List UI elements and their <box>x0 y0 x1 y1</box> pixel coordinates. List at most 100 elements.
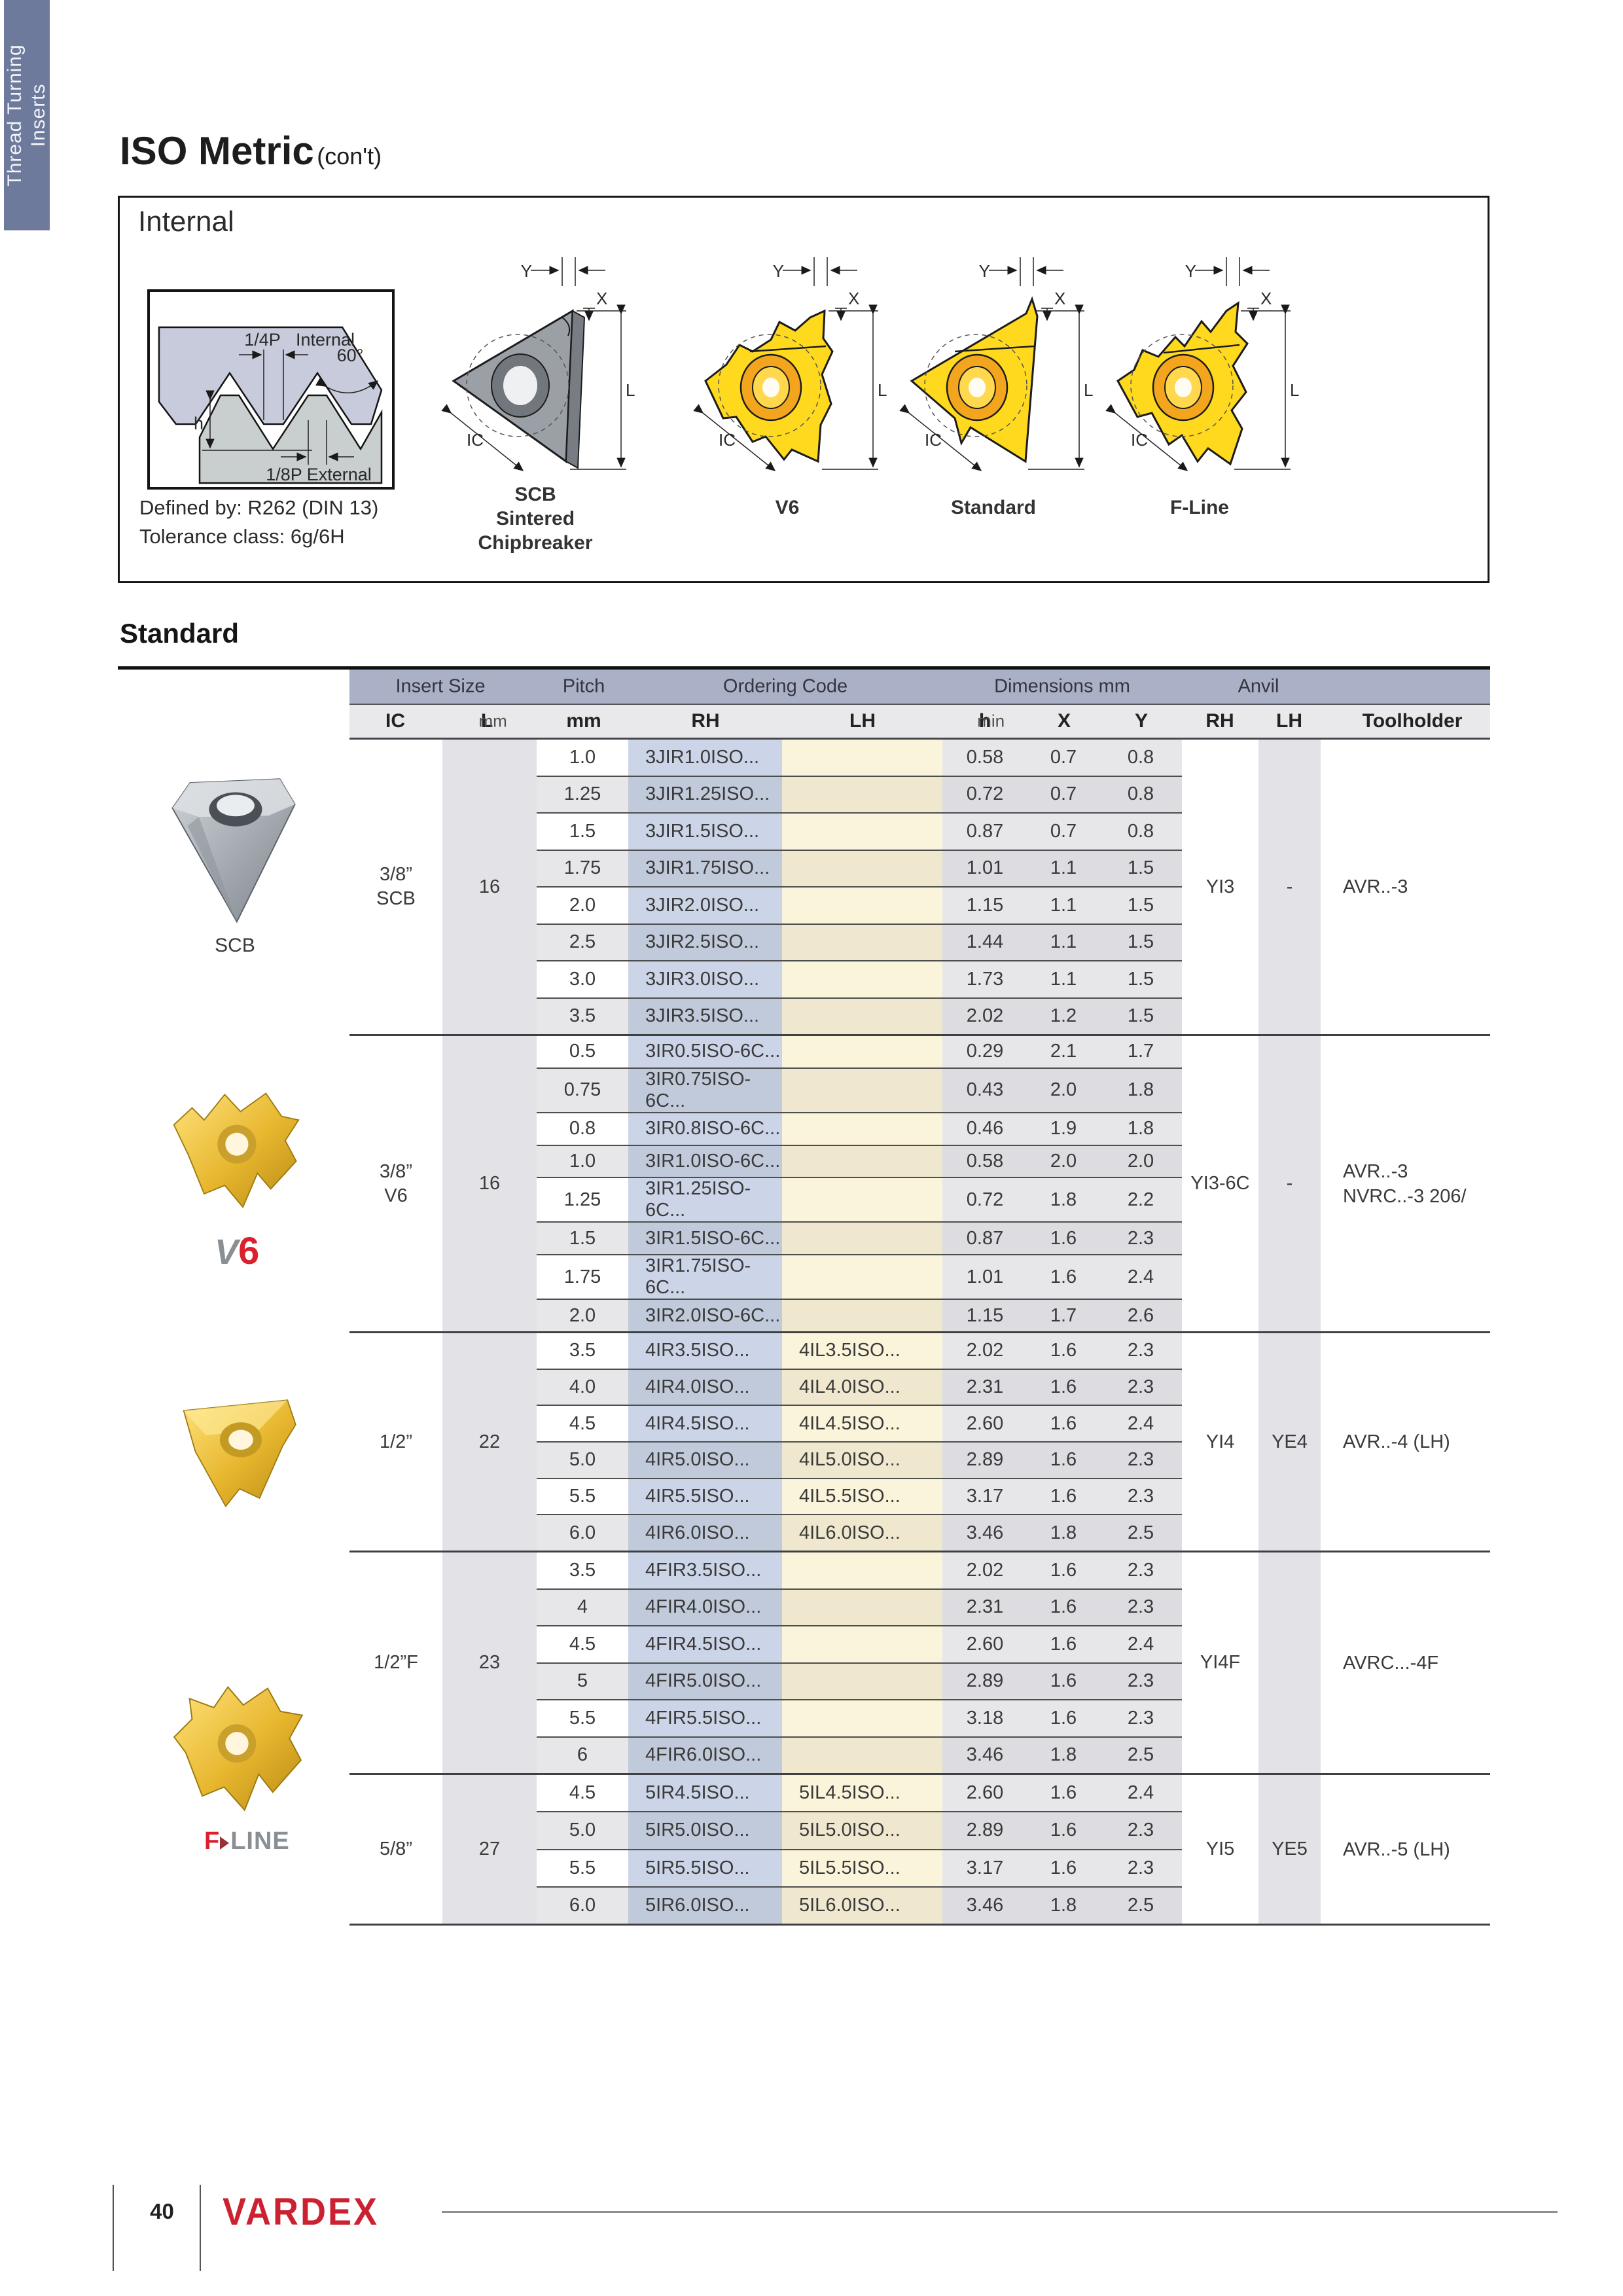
h-min-cell: 2.31 <box>942 1369 1027 1405</box>
h-min-cell: 0.43 <box>942 1068 1027 1112</box>
pitch-cell: 6.0 <box>537 1887 628 1924</box>
ordering-code-rh-cell: 3IR0.75ISO-6C... <box>628 1068 782 1112</box>
y-cell: 2.4 <box>1099 1775 1182 1812</box>
insert-size-line: SCB <box>376 888 416 909</box>
insert-size-cell: 3/8” SCB <box>349 740 442 1034</box>
thread-profile-diagram: 1/4P Internal 60° h 1/8P External <box>147 289 395 490</box>
insert-size-cell: 1/2”F <box>349 1552 442 1773</box>
header-dimensions: Dimensions mm <box>994 675 1130 697</box>
footer-divider-right <box>200 2185 201 2271</box>
group-separator <box>349 1773 1490 1775</box>
scb-insert-photo <box>162 747 308 933</box>
y-cell: 2.0 <box>1099 1145 1182 1177</box>
table-row: 5 4FIR5.0ISO... 2.89 1.6 2.3 <box>537 1662 1182 1699</box>
table-row: 5.0 5IR5.0ISO... 5IL5.0ISO... 2.89 1.6 2.3 <box>537 1811 1182 1849</box>
table-row: 4.0 4IR4.0ISO... 4IL4.0ISO... 2.31 1.6 2.3 <box>537 1368 1182 1405</box>
y-cell: 2.5 <box>1099 1887 1182 1924</box>
pitch-cell: 6.0 <box>537 1515 628 1551</box>
ordering-code-rh-cell: 3IR1.75ISO-6C... <box>628 1255 782 1299</box>
svg-text:Y: Y <box>979 261 990 281</box>
svg-text:IC: IC <box>719 430 736 450</box>
v6-insert-diagram: Y X L IC <box>686 253 889 479</box>
y-cell: 2.3 <box>1099 1479 1182 1515</box>
ordering-code-rh-cell: 3IR0.5ISO-6C... <box>628 1036 782 1067</box>
pitch-cell: 1.75 <box>537 850 628 886</box>
col-anvil-lh: LH <box>1276 710 1302 732</box>
half-inch-insert-photo <box>162 1374 319 1512</box>
y-cell: 2.4 <box>1099 1626 1182 1662</box>
v6-insert-photo <box>165 1081 308 1230</box>
ordering-code-lh-cell: 5IL4.5ISO... <box>782 1775 942 1812</box>
x-cell: 2.1 <box>1027 1036 1099 1067</box>
table-header-groups: Insert Size Pitch Ordering Code Dimensio… <box>349 670 1490 704</box>
sidebar-tab-label: Thread Turning Inserts <box>4 0 50 230</box>
section-heading: Standard <box>120 618 240 649</box>
ordering-code-lh-cell <box>782 1145 942 1177</box>
ordering-code-lh-cell: 4IL5.0ISO... <box>782 1443 942 1478</box>
h-min-cell: 2.60 <box>942 1775 1027 1812</box>
ordering-code-rh-cell: 4FIR4.5ISO... <box>628 1626 782 1662</box>
pitch-cell: 4 <box>537 1589 628 1625</box>
ordering-code-lh-cell: 5IL6.0ISO... <box>782 1887 942 1924</box>
x-cell: 1.8 <box>1027 1737 1099 1773</box>
y-cell: 2.6 <box>1099 1300 1182 1331</box>
h-min-cell: 1.15 <box>942 1300 1027 1331</box>
table-row: 4.5 4IR4.5ISO... 4IL4.5ISO... 2.60 1.6 2.4 <box>537 1405 1182 1442</box>
table-row: 1.75 3IR1.75ISO-6C... 1.01 1.6 2.4 <box>537 1254 1182 1299</box>
ordering-code-rh-cell: 3IR1.5ISO-6C... <box>628 1223 782 1255</box>
pitch-cell: 3.0 <box>569 968 596 990</box>
y-cell: 1.7 <box>1099 1036 1182 1067</box>
x-cell: 1.6 <box>1027 1223 1099 1255</box>
table-row: 4 4FIR4.0ISO... 2.31 1.6 2.3 <box>537 1588 1182 1625</box>
y-cell: 2.3 <box>1099 1333 1182 1369</box>
x-cell: 1.6 <box>1027 1663 1099 1699</box>
standard-caption: Standard <box>950 497 1037 518</box>
fline-arrow-icon <box>220 1836 230 1850</box>
svg-text:L: L <box>1084 380 1093 400</box>
l-mm-cell: 22 <box>442 1333 537 1551</box>
footer-divider-left <box>113 2185 114 2271</box>
table-row: 1.25 3IR1.25ISO-6C... 0.72 1.8 2.2 <box>537 1177 1182 1222</box>
toolholder-cell: AVR..-4 (LH) <box>1321 1333 1490 1551</box>
pitch-cell: 1.0 <box>537 1145 628 1177</box>
table-row: 6.0 4IR6.0ISO... 4IL6.0ISO... 3.46 1.8 2.5 <box>537 1514 1182 1551</box>
ordering-code-rh-cell: 3JIR2.5ISO... <box>628 924 782 960</box>
sidebar-tab-thread-turning-inserts: Thread Turning Inserts <box>4 0 50 230</box>
svg-text:L: L <box>1290 380 1299 400</box>
toolholder-line: AVR..-3 <box>1343 1160 1408 1182</box>
x-cell: 1.6 <box>1027 1700 1099 1736</box>
pitch-cell: 1.0 <box>569 746 596 768</box>
x-cell: 2.0 <box>1027 1068 1099 1112</box>
internal-section: Internal 1/4P Internal 60° h <box>118 196 1489 583</box>
x-cell: 1.2 <box>1027 998 1099 1034</box>
ordering-code-rh-cell: 3JIR1.5ISO... <box>628 814 782 850</box>
ordering-code-rh-cell: 4IR3.5ISO... <box>628 1333 782 1369</box>
l-mm-cell: 16 <box>442 1036 537 1331</box>
tolerance-text: Tolerance class: 6g/6H <box>139 525 345 548</box>
h-min-cell: 3.17 <box>942 1479 1027 1515</box>
y-cell: 2.3 <box>1099 1850 1182 1886</box>
internal-thread-shape <box>158 326 383 425</box>
ordering-code-rh-cell: 3IR1.0ISO-6C... <box>628 1145 782 1177</box>
header-divider <box>349 704 1490 705</box>
svg-text:IC: IC <box>1131 430 1148 450</box>
page-title-main: ISO Metric <box>120 129 314 173</box>
table-row: 2.5 3JIR2.5ISO... 1.44 1.1 1.5 <box>537 923 1182 960</box>
pitch-cell: 5 <box>537 1663 628 1699</box>
x-cell: 1.6 <box>1027 1775 1099 1812</box>
toolholder-line: AVRC...-4F <box>1343 1652 1439 1674</box>
ordering-code-lh-cell <box>782 1700 942 1736</box>
h-min-cell: 2.02 <box>942 1552 1027 1588</box>
ordering-code-lh-cell: 4IL4.5ISO... <box>782 1406 942 1442</box>
ordering-code-rh-cell: 3JIR1.75ISO... <box>628 850 782 886</box>
h-min-cell: 0.46 <box>942 1113 1027 1145</box>
ordering-code-rh-cell: 3IR1.25ISO-6C... <box>628 1178 782 1222</box>
col-h-min: h min <box>977 710 1005 732</box>
x-cell: 0.7 <box>1027 814 1099 850</box>
x-cell: 1.6 <box>1027 1850 1099 1886</box>
svg-text:Y: Y <box>773 261 784 281</box>
ordering-code-lh-cell: 4IL5.5ISO... <box>782 1479 942 1515</box>
ordering-code-rh-cell: 4FIR4.0ISO... <box>628 1589 782 1625</box>
table-row: 3.5 4IR3.5ISO... 4IL3.5ISO... 2.02 1.6 2.3 <box>537 1333 1182 1369</box>
x-cell: 2.0 <box>1027 1145 1099 1177</box>
